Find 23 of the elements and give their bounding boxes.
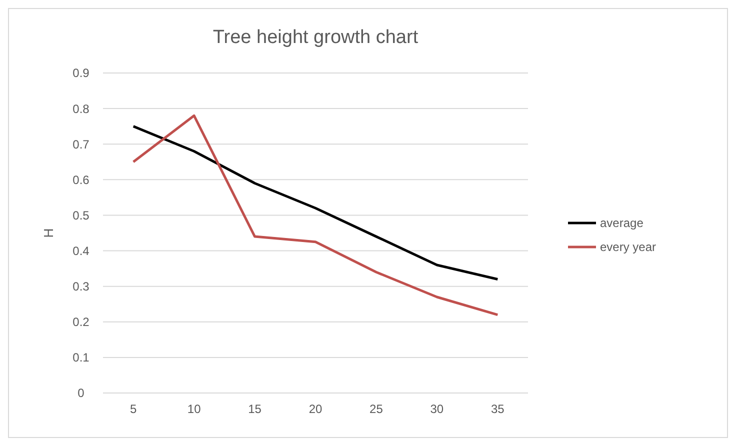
y-tick-label: 0.2: [72, 315, 90, 330]
x-tick-label: 20: [308, 402, 322, 416]
x-tick-label: 35: [490, 402, 505, 416]
x-tick-label: 5: [130, 402, 138, 416]
line-series: [132, 114, 499, 316]
y-tick-label: 0.8: [72, 102, 90, 116]
line-series: [132, 125, 499, 280]
legend-label: average: [600, 216, 644, 230]
x-tick-label: 15: [248, 402, 262, 416]
y-tick-label: 0.6: [72, 172, 90, 187]
y-tick-label: 0: [78, 386, 85, 400]
y-tick-label: 0.5: [72, 208, 90, 222]
chart-title: Tree height growth chart: [212, 27, 419, 48]
y-axis-title: H: [41, 228, 56, 238]
x-tick-label: 30: [430, 402, 444, 416]
x-tick-label: 25: [370, 402, 384, 416]
y-tick-label: 0.7: [72, 137, 90, 152]
x-tick-label: 10: [187, 402, 202, 416]
y-tick-label: 0.9: [72, 66, 90, 80]
y-tick-label: 0.3: [72, 280, 90, 294]
y-tick-label: 0.1: [72, 350, 90, 365]
y-tick-label: 0.4: [72, 244, 90, 258]
legend-label: every year: [600, 240, 656, 254]
